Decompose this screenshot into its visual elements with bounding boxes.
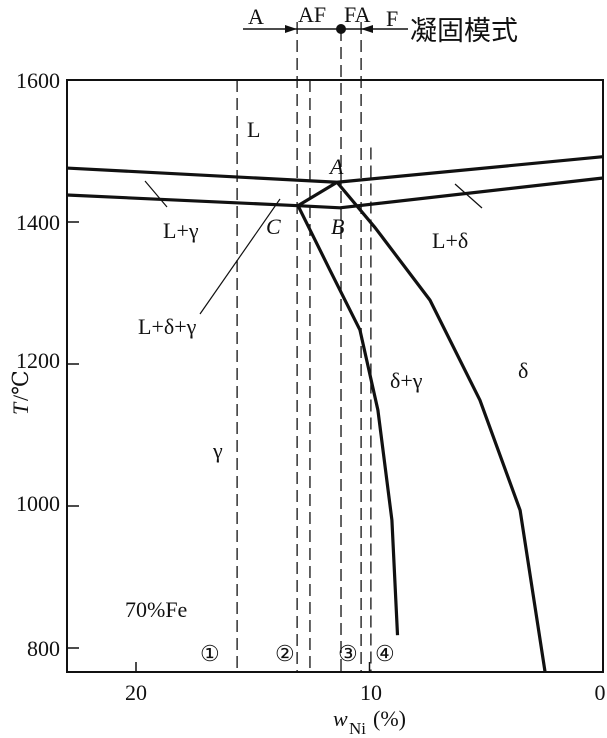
phase-label-l: L [247, 117, 260, 142]
alloy-label-1: ① [200, 641, 220, 666]
phase-label-l-gamma: L+γ [163, 218, 199, 243]
phase-boundary-3 [297, 180, 338, 208]
mode-label-a: A [248, 4, 264, 29]
phase-boundary-5 [335, 181, 547, 673]
phase-label-l-delta: L+δ [432, 228, 468, 253]
alloy-label-2: ② [275, 641, 295, 666]
point-c-label: C [266, 214, 281, 239]
mode-label-fa: FA [344, 2, 371, 27]
x-label-unit: (%) [373, 706, 406, 731]
mode-label-af: AF [298, 2, 326, 27]
leader-l-delta [454, 183, 483, 209]
phase-label-l-delta-gamma: L+δ+γ [138, 314, 197, 339]
x-tick-0: 0 [595, 680, 606, 705]
leader-l-gamma [144, 180, 168, 208]
x-tick-10: 10 [360, 680, 382, 705]
composition-note: 70%Fe [125, 597, 187, 622]
plot-frame [66, 79, 604, 673]
arrow-left-icon [361, 25, 373, 33]
y-tick-1600: 1600 [16, 68, 60, 93]
alloy-label-3: ③ [338, 641, 358, 666]
dashed-lines [236, 22, 372, 672]
point-a-label: A [328, 154, 344, 179]
x-label-sub: Ni [349, 719, 366, 738]
mode-dot [336, 24, 346, 34]
phase-boundary-6 [296, 204, 400, 636]
phase-label-delta: δ [518, 358, 528, 383]
mode-title: 凝固模式 [410, 16, 518, 46]
x-tick-20: 20 [125, 680, 147, 705]
y-label-unit: /℃ [8, 370, 33, 401]
x-axis-label: w Ni (%) [333, 706, 406, 738]
y-tick-1400: 1400 [16, 210, 60, 235]
y-axis-label: T /℃ [8, 370, 33, 415]
alloy-label-4: ④ [375, 641, 395, 666]
phase-boundary-4 [297, 176, 604, 210]
point-b-label: B [331, 214, 344, 239]
phase-label-delta-gamma: δ+γ [390, 368, 423, 393]
phase-boundary-2 [66, 193, 299, 208]
leader-l-delta-gamma [199, 198, 281, 315]
mode-label-f: F [386, 6, 398, 31]
phase-label-gamma: γ [212, 438, 223, 463]
y-label-main: T [8, 401, 33, 415]
y-tick-800: 800 [27, 636, 60, 661]
x-label-main: w [333, 706, 348, 731]
y-tick-1000: 1000 [16, 491, 60, 516]
arrow-right-icon [285, 25, 297, 33]
axis-ticks [67, 79, 604, 672]
phase-boundaries [66, 155, 604, 673]
y-tick-1200: 1200 [16, 348, 60, 373]
